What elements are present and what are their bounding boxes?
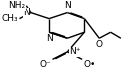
Text: N: N	[64, 1, 71, 10]
Text: O•: O•	[83, 60, 96, 69]
Text: O⁻: O⁻	[40, 60, 51, 69]
Text: CH₃: CH₃	[2, 14, 18, 23]
Text: N: N	[23, 8, 30, 17]
Text: N: N	[46, 34, 52, 43]
Text: N⁺: N⁺	[70, 47, 81, 56]
Text: O: O	[96, 40, 103, 49]
Text: NH₂: NH₂	[8, 1, 25, 10]
